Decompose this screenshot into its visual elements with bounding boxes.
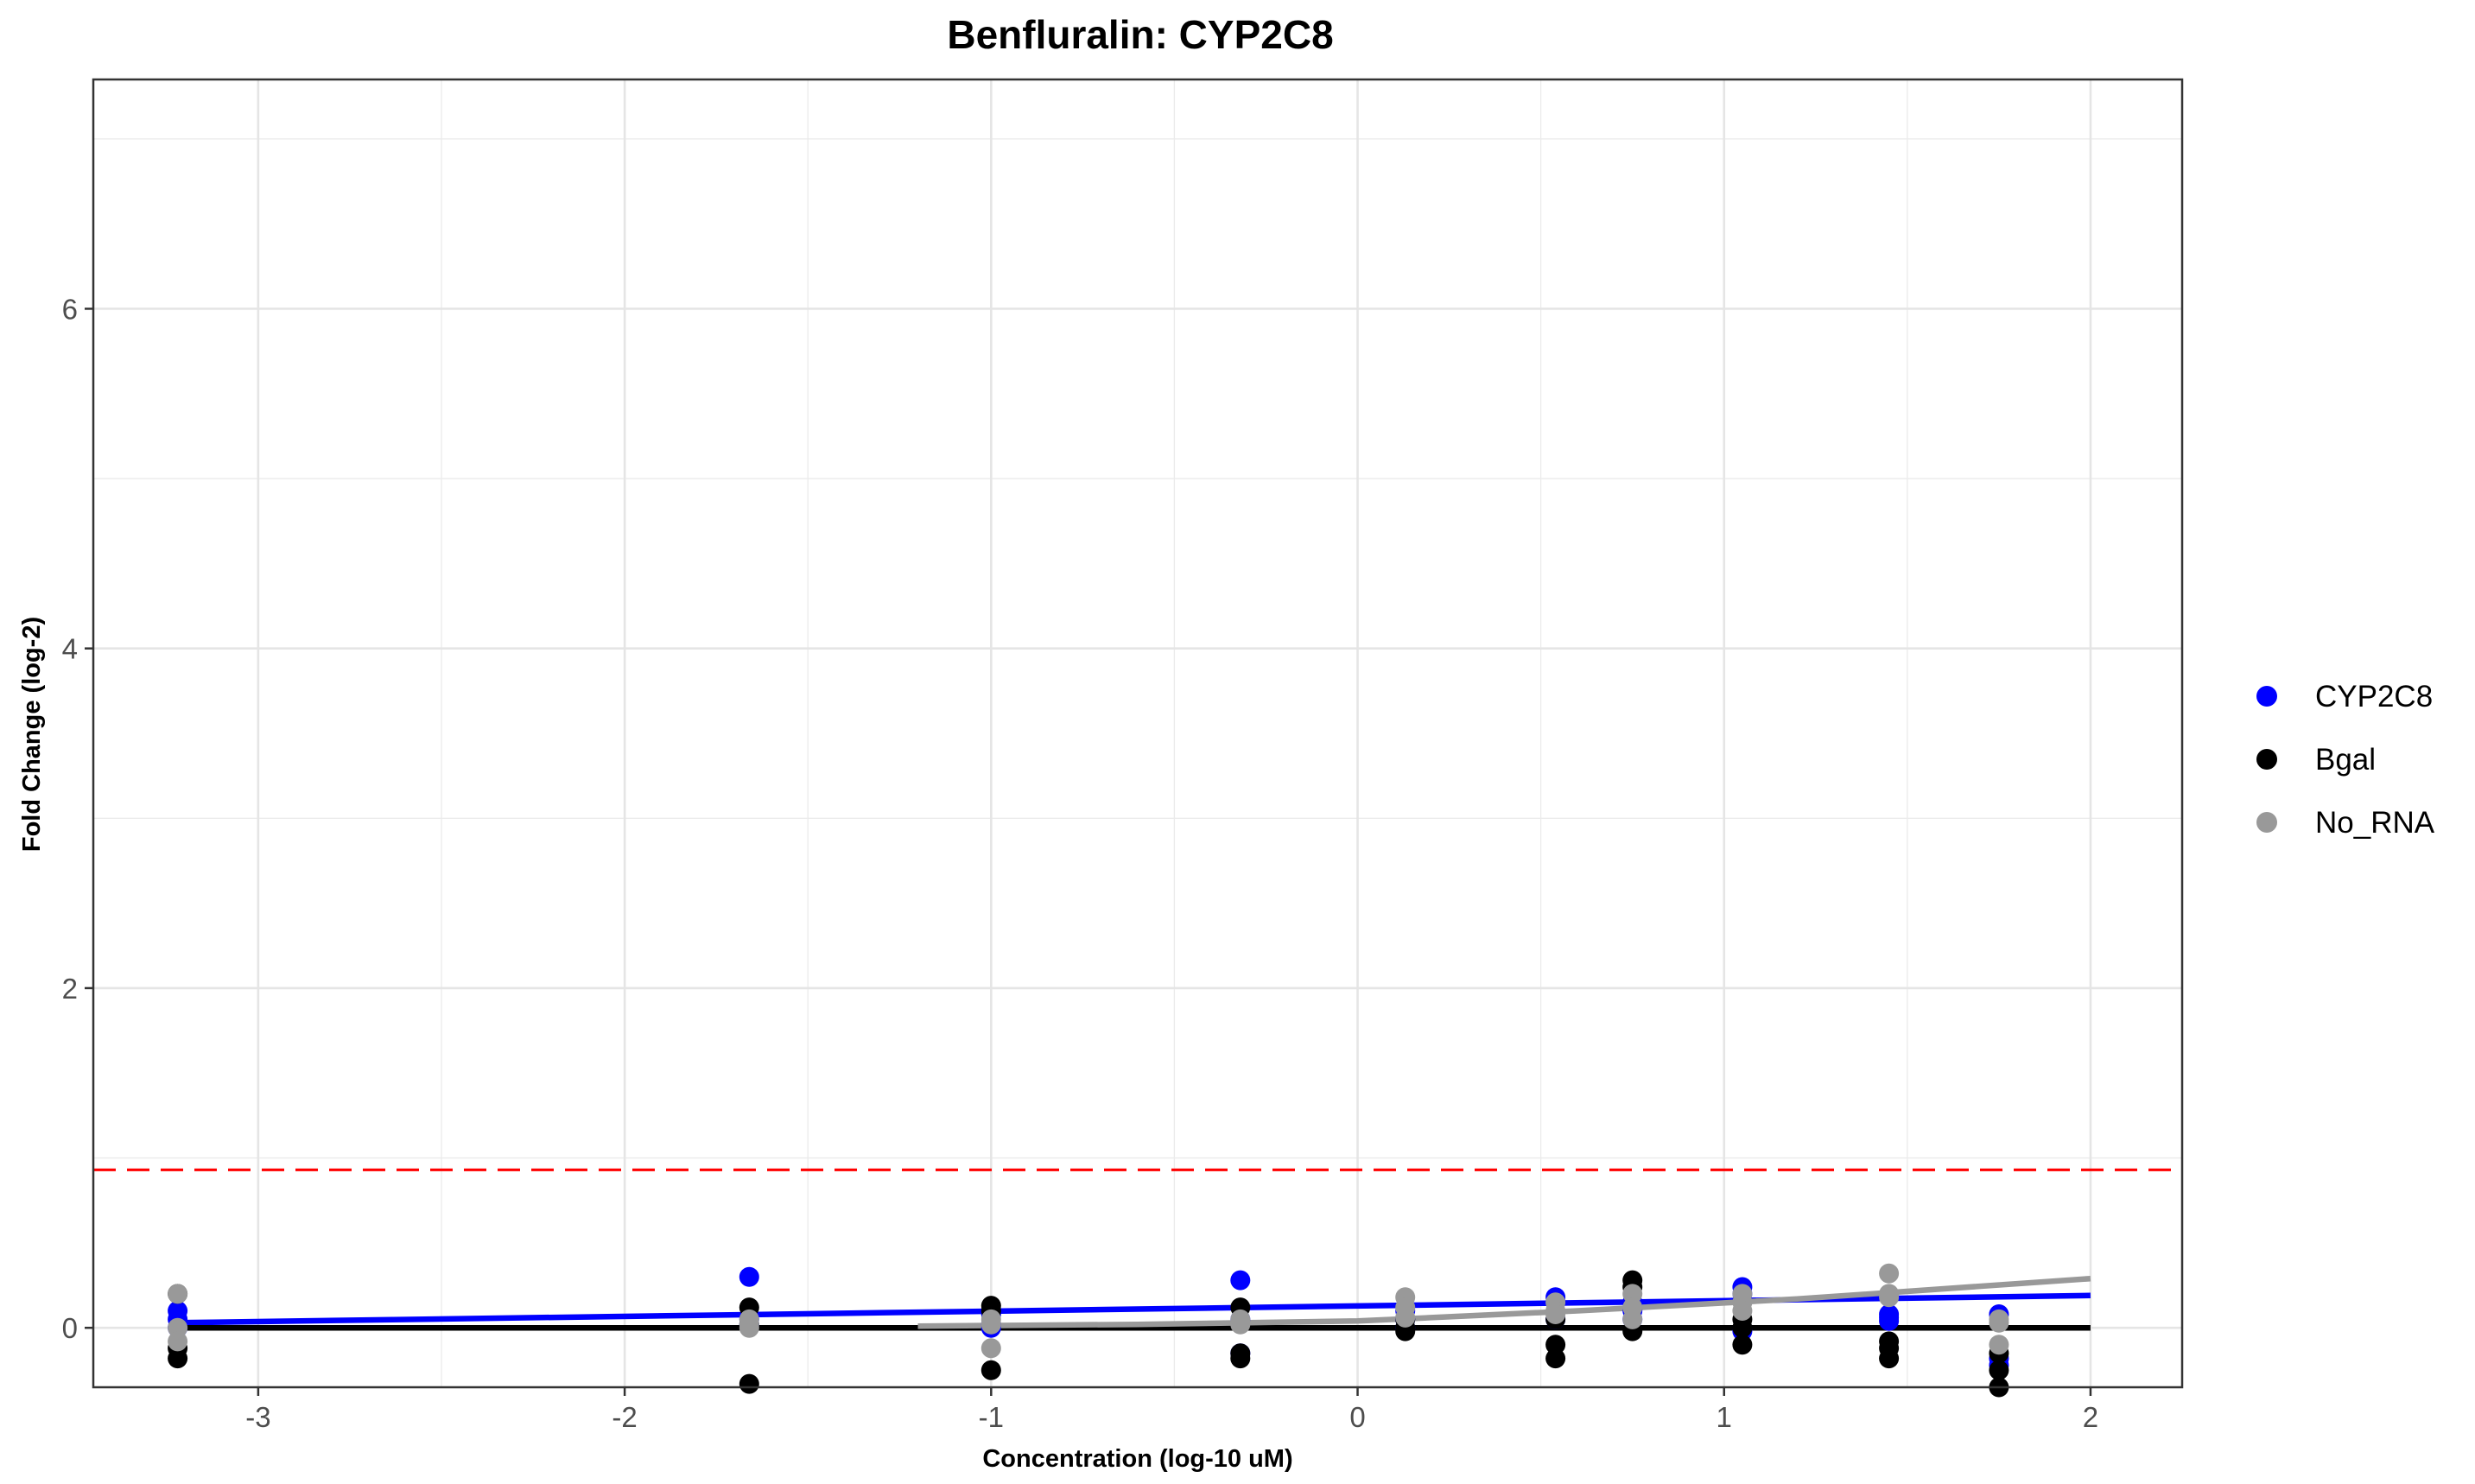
data-point-bgal: [739, 1373, 759, 1394]
data-point-no-rna: [980, 1338, 1001, 1359]
data-point-cyp2c8: [739, 1266, 759, 1287]
data-point-bgal: [1230, 1348, 1251, 1369]
data-point-no-rna: [1732, 1301, 1753, 1321]
y-tick-label: 0: [62, 1312, 78, 1344]
legend-label-bgal: Bgal: [2315, 743, 2376, 777]
fit-line-no-rna: [917, 1275, 2091, 1329]
x-tick-label: -2: [612, 1401, 637, 1433]
data-point-bgal: [1545, 1335, 1566, 1355]
data-point-no-rna: [1879, 1263, 1900, 1284]
data-point-no-rna: [1230, 1314, 1251, 1335]
data-point-bgal: [1989, 1360, 2009, 1380]
data-point-no-rna: [1879, 1287, 1900, 1308]
data-point-bgal: [168, 1348, 188, 1369]
legend-key-no-rna: [2256, 812, 2277, 833]
x-tick-label: -3: [245, 1401, 270, 1433]
y-axis-title: Fold Change (log-2): [18, 617, 46, 852]
x-axis: -3 -2 -1 0 1 2: [245, 1387, 2098, 1433]
x-axis-title: Concentration (log-10 uM): [982, 1445, 1292, 1473]
y-axis: 0 2 4 6: [62, 293, 93, 1344]
data-point-cyp2c8: [1230, 1270, 1251, 1291]
data-point-no-rna: [1622, 1309, 1643, 1329]
data-point-no-rna: [1395, 1307, 1416, 1328]
data-point-no-rna: [1545, 1304, 1566, 1324]
data-point-bgal: [980, 1360, 1001, 1380]
y-tick-label: 4: [62, 633, 78, 665]
data-point-no-rna: [168, 1331, 188, 1352]
data-point-cyp2c8: [1879, 1310, 1900, 1331]
data-points: [168, 1263, 2009, 1398]
y-tick-label: 6: [62, 293, 78, 325]
x-tick-label: -1: [979, 1401, 1004, 1433]
data-point-no-rna: [739, 1317, 759, 1338]
data-point-bgal: [1545, 1348, 1566, 1369]
chart-title: Benfluralin: CYP2C8: [947, 12, 1333, 57]
legend: CYP2C8 Bgal No_RNA: [2256, 680, 2435, 840]
legend-label-no-rna: No_RNA: [2315, 806, 2435, 840]
data-point-bgal: [1732, 1317, 1753, 1338]
data-point-no-rna: [168, 1284, 188, 1304]
data-point-bgal: [1732, 1335, 1753, 1355]
data-point-no-rna: [980, 1314, 1001, 1335]
legend-key-cyp2c8: [2256, 686, 2277, 707]
x-tick-label: 1: [1717, 1401, 1732, 1433]
legend-key-bgal: [2256, 749, 2277, 770]
data-point-no-rna: [1989, 1312, 2009, 1333]
data-point-bgal: [1879, 1348, 1900, 1369]
legend-label-cyp2c8: CYP2C8: [2315, 680, 2433, 713]
data-point-no-rna: [1989, 1335, 2009, 1355]
fit-lines: [177, 1275, 2091, 1331]
x-tick-label: 0: [1349, 1401, 1365, 1433]
plot-border: [92, 78, 2184, 1389]
y-tick-label: 2: [62, 973, 78, 1005]
x-tick-label: 2: [2083, 1401, 2098, 1433]
